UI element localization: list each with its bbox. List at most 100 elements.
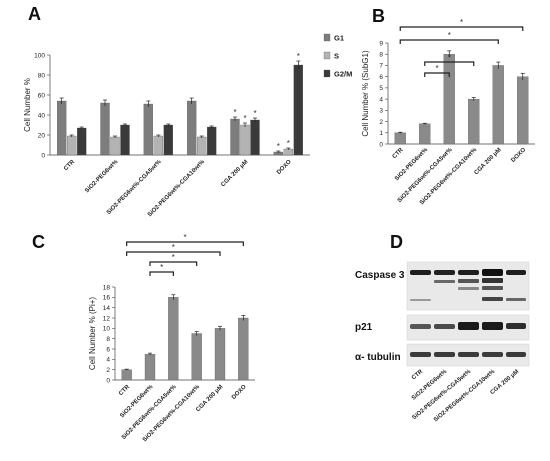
bar bbox=[492, 65, 504, 145]
bar-s bbox=[67, 135, 77, 156]
band bbox=[410, 352, 431, 357]
significance-star: * bbox=[160, 263, 163, 272]
y-tick-label: 7 bbox=[379, 63, 383, 70]
panel-letter-d: D bbox=[390, 232, 403, 252]
band bbox=[506, 270, 526, 275]
bar bbox=[394, 132, 406, 145]
bar-s bbox=[153, 135, 163, 156]
legend-label: G1 bbox=[334, 34, 344, 43]
significance-star: * bbox=[233, 108, 236, 117]
y-axis-label: Cell Number % (Pi+) bbox=[88, 297, 97, 370]
band bbox=[482, 297, 503, 301]
x-tick-label: CGA 200 μM bbox=[220, 159, 249, 188]
significance-star: * bbox=[448, 53, 451, 62]
band bbox=[458, 322, 479, 330]
band bbox=[434, 270, 455, 275]
bar bbox=[191, 333, 202, 381]
y-tick-label: 5 bbox=[379, 85, 383, 92]
x-tick-label: DOXO bbox=[276, 159, 293, 176]
y-tick-label: 3 bbox=[379, 108, 383, 115]
band bbox=[434, 352, 455, 357]
y-tick-label: 2 bbox=[106, 367, 110, 374]
band bbox=[410, 299, 431, 301]
significance-bracket bbox=[149, 261, 198, 266]
band bbox=[482, 278, 503, 283]
significance-bracket bbox=[126, 251, 221, 256]
band bbox=[458, 279, 479, 283]
significance-bracket bbox=[126, 241, 244, 246]
significance-star: * bbox=[172, 253, 175, 262]
bar-g2m bbox=[207, 126, 217, 156]
significance-star: * bbox=[183, 233, 186, 242]
band bbox=[482, 352, 503, 357]
bar bbox=[168, 297, 179, 381]
panel-letter-c: C bbox=[32, 232, 45, 252]
bar-g2m bbox=[77, 127, 87, 156]
significance-star: * bbox=[287, 139, 290, 148]
bar bbox=[121, 369, 132, 381]
bar-g2m bbox=[293, 64, 303, 156]
legend-swatch bbox=[323, 69, 331, 78]
band bbox=[410, 324, 431, 329]
bar-g2m bbox=[163, 124, 173, 156]
x-tick-label: CTR bbox=[118, 384, 131, 397]
x-tick-label: DOXO bbox=[231, 384, 248, 401]
bar-g1 bbox=[143, 103, 153, 156]
blot-row-label-tubulin: α- tubulin bbox=[355, 352, 401, 363]
bar bbox=[144, 354, 156, 381]
legend-swatch bbox=[323, 33, 331, 42]
bar-s bbox=[110, 136, 120, 156]
significance-star: * bbox=[243, 114, 246, 123]
significance-star: * bbox=[435, 64, 438, 73]
blot-bands-tubulin bbox=[410, 352, 526, 357]
bar bbox=[419, 123, 431, 145]
y-tick-label: 8 bbox=[379, 52, 383, 59]
blot-bands-caspase3 bbox=[410, 269, 526, 301]
significance-bracket bbox=[149, 271, 174, 276]
bar-g1 bbox=[57, 100, 67, 156]
blot-row-label-caspase3: Caspase 3 bbox=[355, 270, 405, 281]
y-tick-label: 6 bbox=[379, 74, 383, 81]
significance-star: * bbox=[297, 52, 300, 61]
bar-g1 bbox=[230, 118, 240, 156]
significance-bracket bbox=[424, 72, 450, 77]
y-tick-label: 0 bbox=[106, 377, 110, 384]
legend-swatch bbox=[323, 51, 331, 60]
bar bbox=[214, 328, 226, 381]
bar-s bbox=[197, 136, 207, 156]
band bbox=[506, 352, 526, 357]
band bbox=[458, 287, 479, 290]
y-tick-label: 1 bbox=[379, 130, 383, 137]
blot-bands-p21 bbox=[410, 322, 526, 330]
panel-letter-b: B bbox=[372, 6, 385, 26]
significance-bracket bbox=[399, 26, 524, 31]
blot-strip-caspase3 bbox=[406, 261, 530, 311]
y-tick-label: 100 bbox=[34, 52, 45, 59]
western-blot-panel: Caspase 3 p21 α- tubulin bbox=[355, 261, 530, 423]
bar bbox=[468, 98, 480, 145]
bar-g1 bbox=[100, 102, 110, 156]
y-tick-label: 12 bbox=[103, 315, 111, 322]
legend-label: S bbox=[334, 52, 339, 61]
legend-label: G2/M bbox=[334, 70, 352, 79]
bar bbox=[517, 76, 529, 145]
y-tick-label: 20 bbox=[38, 132, 46, 139]
bar-g1 bbox=[187, 100, 197, 156]
y-tick-label: 60 bbox=[38, 92, 46, 99]
significance-star: * bbox=[448, 31, 451, 40]
y-tick-label: 6 bbox=[106, 346, 110, 353]
band bbox=[506, 323, 526, 329]
band bbox=[434, 280, 455, 283]
significance-star: * bbox=[460, 18, 463, 27]
bar-s bbox=[240, 124, 250, 156]
x-tick-label: DOXO bbox=[510, 147, 527, 164]
significance-star: * bbox=[172, 243, 175, 252]
y-tick-label: 0 bbox=[41, 152, 45, 159]
significance-star: * bbox=[277, 142, 280, 151]
panel-letter-a: A bbox=[28, 4, 41, 24]
bar-g2m bbox=[120, 124, 130, 156]
significance-bracket bbox=[424, 61, 475, 66]
significance-bracket bbox=[399, 39, 499, 44]
